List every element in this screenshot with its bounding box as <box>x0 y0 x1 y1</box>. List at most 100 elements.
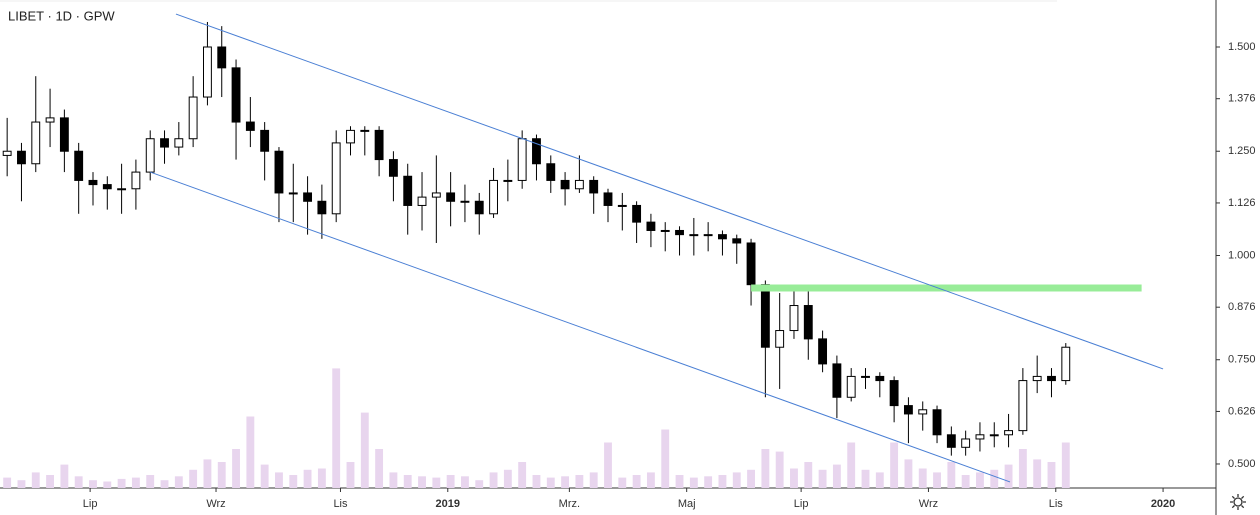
volume-bar <box>890 442 899 488</box>
candle-body <box>675 229 684 236</box>
volume-bar <box>618 477 627 488</box>
candle-body <box>45 117 55 123</box>
candle-body <box>889 380 899 407</box>
candle-body <box>646 221 656 231</box>
volume-bar <box>489 472 498 488</box>
volume-bar <box>575 475 584 488</box>
candle-body <box>317 200 327 215</box>
volume-bar <box>131 477 140 488</box>
volume-bar <box>246 416 255 488</box>
x-tick-label: 2020 <box>1151 498 1175 510</box>
volume-bar <box>675 475 684 488</box>
candle-body <box>718 234 727 240</box>
volume-bar <box>732 472 741 488</box>
settings-icon[interactable] <box>1230 494 1246 510</box>
volume-bar <box>146 475 155 488</box>
candle-body <box>303 192 313 202</box>
candle-body <box>417 196 427 206</box>
candle-body <box>231 67 241 123</box>
candle-body <box>532 138 541 165</box>
volume-bar <box>832 464 841 488</box>
volume-bar <box>332 368 341 488</box>
volume-bar <box>289 475 298 488</box>
volume-bar <box>1047 462 1056 488</box>
candle-body <box>117 188 127 191</box>
candle-body <box>775 330 785 348</box>
y-tick-label: 0.750 <box>1228 354 1256 366</box>
y-tick-label: 0.626 <box>1228 405 1256 417</box>
volume-bar <box>847 442 856 488</box>
volume-bar <box>189 469 198 488</box>
candle-body <box>589 179 599 194</box>
volume-bar <box>632 475 641 488</box>
candle-body <box>88 179 98 186</box>
volume-bar <box>403 475 412 488</box>
volume-bar <box>260 464 269 488</box>
volume-bar <box>561 476 570 488</box>
volume-bar <box>317 468 326 488</box>
candle-body <box>617 204 627 207</box>
candle-body <box>574 179 584 190</box>
volume-bar <box>761 449 770 488</box>
volume-bar <box>1033 459 1042 488</box>
candle-body <box>918 409 928 415</box>
candle-body <box>489 179 498 215</box>
trend-line <box>150 171 1011 483</box>
x-tick-label: Lip <box>794 498 809 510</box>
volume-bar <box>747 469 755 488</box>
volume-bar <box>46 475 55 488</box>
volume-bar <box>160 480 169 488</box>
candle-body <box>145 138 155 173</box>
candle-body <box>1032 375 1042 382</box>
volume-bar <box>861 469 870 488</box>
volume-bar <box>532 475 541 488</box>
volume-bar <box>689 477 698 488</box>
volume-bar <box>604 442 612 488</box>
y-tick-label: 1.376 <box>1228 93 1256 105</box>
volume-bar <box>804 462 813 488</box>
candle-body <box>746 242 756 286</box>
settings-icon-ring[interactable] <box>1233 497 1243 507</box>
volume-bar <box>461 476 469 488</box>
candle-body <box>789 305 799 332</box>
volume-bar <box>418 476 426 488</box>
candle-body <box>803 305 813 340</box>
volume-bar <box>3 477 12 488</box>
volume-bar <box>432 477 441 488</box>
candle-body <box>760 284 770 348</box>
candle-body <box>274 150 284 194</box>
volume-bar <box>117 478 126 488</box>
volume-bar <box>933 472 941 488</box>
volume-bar <box>375 449 384 488</box>
candle-body <box>932 409 942 436</box>
candle-body <box>1047 375 1056 382</box>
volume-bar <box>718 475 727 488</box>
candle-body <box>346 129 355 144</box>
candle-body <box>31 121 41 165</box>
x-tick-label: Mrz. <box>559 498 580 510</box>
candle-body <box>875 375 885 382</box>
chart-title: LIBET · 1D · GPW <box>8 8 115 23</box>
candle-body <box>74 150 84 181</box>
settings-icon-rays[interactable] <box>1230 494 1246 510</box>
candle-body <box>689 234 699 237</box>
candle-body <box>861 375 870 378</box>
volume-bar <box>990 469 999 488</box>
candle-body <box>460 200 470 203</box>
candle-body <box>603 192 613 206</box>
candle-body <box>102 184 112 190</box>
volume-bar <box>346 462 355 488</box>
volume-bar <box>646 472 655 488</box>
candle-body <box>59 117 69 152</box>
volume-bar <box>661 429 670 488</box>
y-tick-label: 1.500 <box>1228 41 1256 53</box>
candle-body <box>632 204 642 223</box>
volume-bar <box>31 472 40 488</box>
volume-bar <box>360 412 369 488</box>
candle-body <box>1061 346 1071 382</box>
candle-body <box>832 363 842 398</box>
trend-line <box>175 13 1164 370</box>
y-tick-label: 0.500 <box>1228 458 1256 470</box>
volume-bar <box>503 469 512 488</box>
